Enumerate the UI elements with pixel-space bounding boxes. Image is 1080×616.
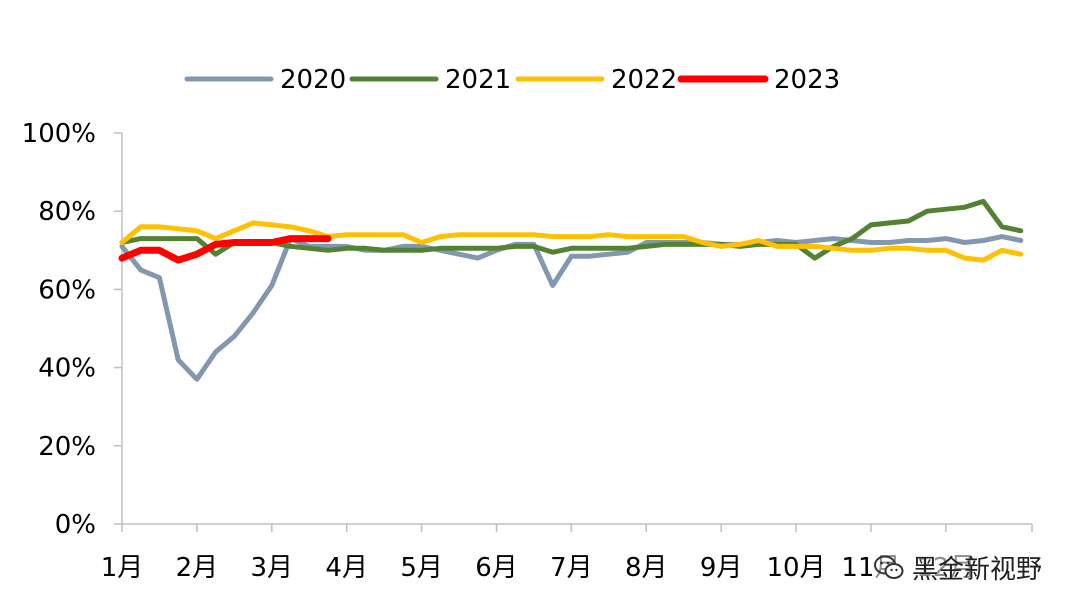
watermark-text: 黑金新视野	[911, 555, 1042, 585]
wechat-icon	[873, 555, 904, 579]
axes: 0%20%40%60%80%100%1月 2月 3月 4月 5月 6月 7月 8月 9月 10月 1…	[22, 119, 1033, 583]
series-line-2023	[118, 235, 332, 264]
x-tick-label: 1月	[101, 553, 144, 583]
series-group	[118, 198, 1024, 382]
legend-label-2022: 2022	[611, 65, 677, 95]
x-tick-label: 4月	[325, 553, 368, 583]
legend-label-2020: 2020	[280, 65, 346, 95]
x-tick-label: 9月	[700, 553, 743, 583]
x-tick-label: 10月	[767, 553, 826, 583]
series-line-2022	[119, 220, 1024, 263]
legend-label-2021: 2021	[445, 65, 511, 95]
y-tick-label: 40%	[38, 354, 96, 384]
y-tick-label: 0%	[55, 510, 96, 540]
y-tick-label: 80%	[38, 197, 96, 227]
x-tick-label: 7月	[550, 553, 593, 583]
legend: 2020 2021 2022 2023	[184, 65, 840, 95]
x-tick-label: 3月	[251, 553, 294, 583]
series-line-2020	[119, 234, 1024, 382]
y-tick-label: 20%	[38, 432, 96, 462]
y-tick-label: 60%	[38, 275, 96, 305]
x-tick-label: 5月	[400, 553, 443, 583]
x-tick-label: 6月	[475, 553, 518, 583]
x-tick-label: 8月	[625, 553, 668, 583]
x-tick-label: 2月	[176, 553, 219, 583]
watermark: 黑金新视野	[871, 549, 1044, 586]
legend-label-2023: 2023	[774, 65, 840, 95]
y-tick-label: 100%	[22, 119, 96, 149]
